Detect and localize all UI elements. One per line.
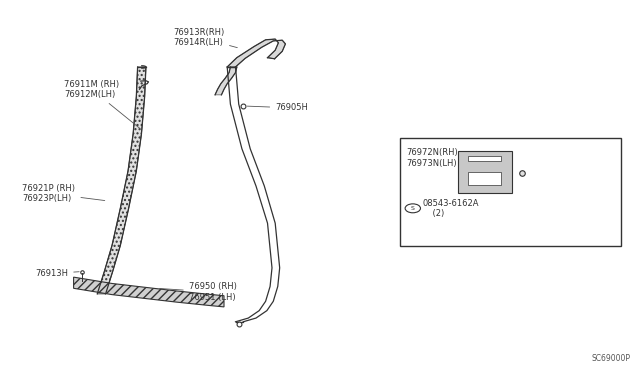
Polygon shape bbox=[74, 277, 224, 307]
Text: SC69000P: SC69000P bbox=[591, 354, 630, 363]
Polygon shape bbox=[215, 67, 237, 95]
Text: 76913R(RH)
76914R(LH): 76913R(RH) 76914R(LH) bbox=[173, 28, 237, 48]
Circle shape bbox=[405, 204, 420, 213]
Text: 08543-6162A
    (2): 08543-6162A (2) bbox=[422, 199, 479, 218]
Polygon shape bbox=[227, 39, 285, 67]
Bar bbox=[468, 156, 501, 161]
Polygon shape bbox=[97, 67, 146, 294]
Bar bbox=[400, 138, 621, 246]
Text: 76950 (RH)
76951 (LH): 76950 (RH) 76951 (LH) bbox=[159, 282, 237, 302]
Text: S: S bbox=[411, 206, 415, 211]
Text: 76905H: 76905H bbox=[247, 103, 308, 112]
Text: 76913H: 76913H bbox=[35, 269, 79, 278]
Text: 76972N(RH)
76973N(LH): 76972N(RH) 76973N(LH) bbox=[406, 148, 458, 168]
Text: 76911M (RH)
76912M(LH): 76911M (RH) 76912M(LH) bbox=[64, 80, 140, 128]
Bar bbox=[458, 151, 512, 193]
Text: 76921P (RH)
76923P(LH): 76921P (RH) 76923P(LH) bbox=[22, 184, 105, 203]
Bar bbox=[468, 172, 501, 185]
